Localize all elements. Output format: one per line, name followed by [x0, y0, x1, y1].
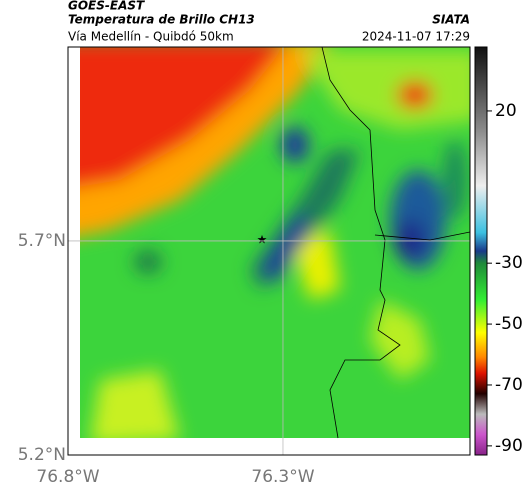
x-tick-label: 76.3°W	[251, 467, 314, 487]
x-tick-label: 76.8°W	[36, 467, 99, 487]
location-marker: ★	[257, 233, 268, 247]
y-tick-label: 5.7°N	[18, 231, 66, 251]
y-tick-label: 5.2°N	[18, 445, 66, 465]
agency: SIATA	[432, 13, 470, 27]
subtitle: Vía Medellín - Quibdó 50km	[68, 30, 234, 44]
timestamp: 2024-11-07 17:29	[362, 30, 470, 44]
border	[321, 46, 401, 439]
title: Temperatura de Brillo CH13	[68, 13, 255, 27]
frame	[67, 46, 471, 456]
colorbar-tick-label: -90	[495, 436, 523, 456]
colorbar-tick-label: -30	[495, 253, 523, 273]
colorbar-tick-label: 20	[495, 101, 517, 121]
source: GOES-EAST	[68, 0, 145, 13]
colorbar	[474, 46, 488, 456]
imagery	[80, 47, 470, 438]
colorbar-tick-label: -50	[495, 314, 523, 334]
border	[374, 231, 471, 241]
colorbar-tick-label: -70	[495, 375, 523, 395]
